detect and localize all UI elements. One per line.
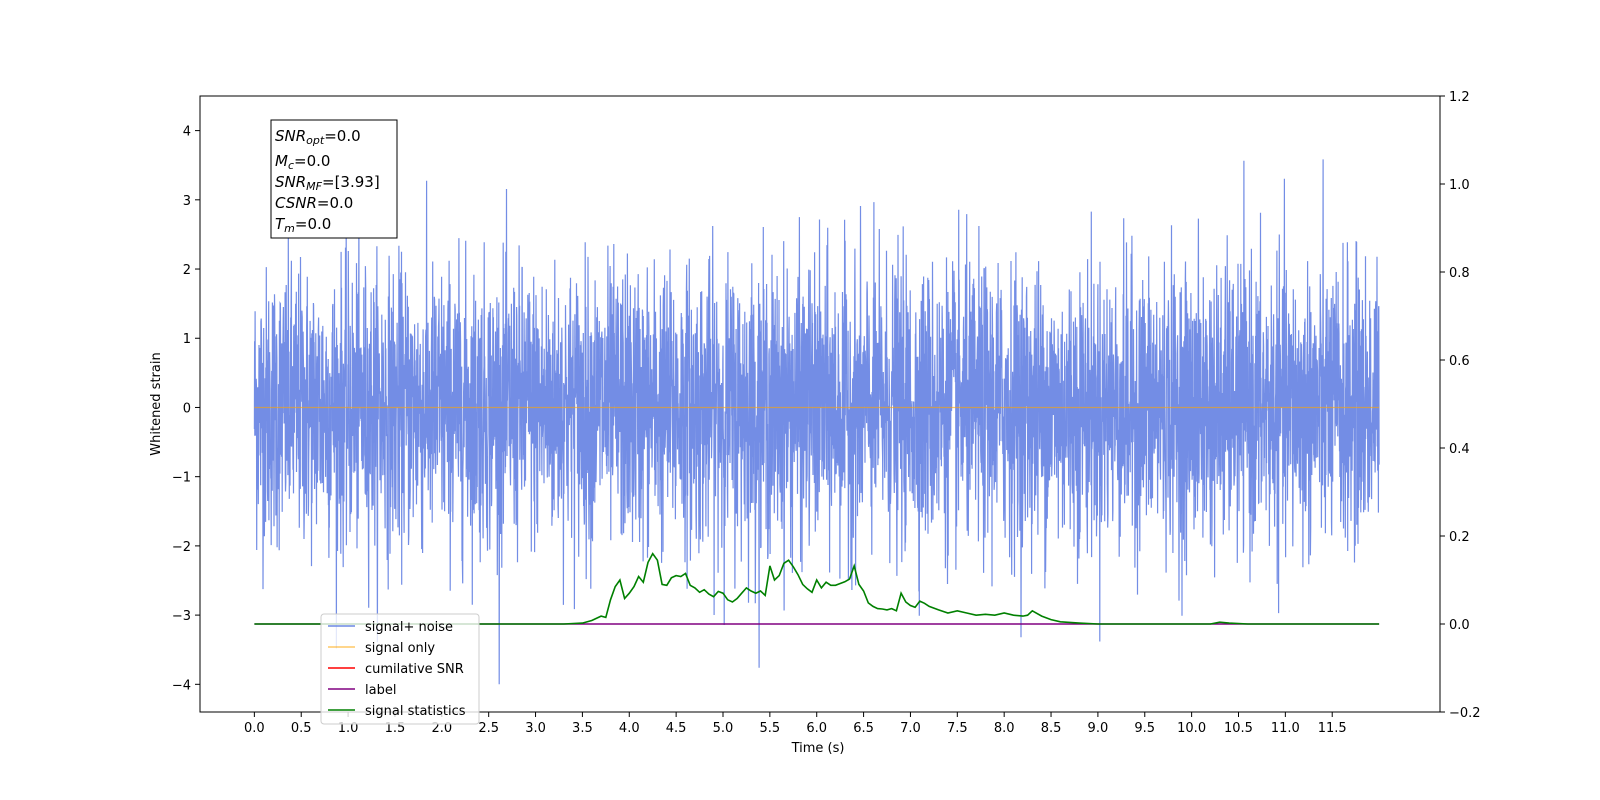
x-tick-label: 1.0 (338, 721, 359, 736)
y-tick-label: 2 (183, 263, 191, 278)
x-tick-label: 0.0 (244, 721, 265, 736)
y-tick-label: 1 (183, 332, 191, 347)
annotation-snr-opt: SNRopt=0.0 (275, 127, 361, 147)
y-axis-left: 4 3 2 1 0 −1 −2 −3 −4 (172, 125, 200, 693)
x-tick-label: 7.0 (900, 721, 921, 736)
annotation-box: SNRopt=0.0 Mc=0.0 SNRMF=[3.93] CSNR=0.0 … (270, 119, 398, 239)
x-tick-label: 7.5 (947, 721, 968, 736)
y-tick-label: 0 (183, 401, 191, 416)
x-tick-label: 3.0 (525, 721, 546, 736)
x-tick-label: 6.5 (853, 721, 874, 736)
series-signal-noise (253, 159, 1380, 685)
x-tick-label: 9.0 (1088, 721, 1109, 736)
annotation-mc: Mc=0.0 (275, 152, 330, 172)
y2-tick-label: 0.6 (1449, 354, 1470, 369)
x-tick-label: 5.0 (713, 721, 734, 736)
x-tick-label: 10.0 (1177, 721, 1206, 736)
x-tick-label: 8.5 (1041, 721, 1062, 736)
x-tick-label: 4.0 (619, 721, 640, 736)
y2-tick-label: 1.2 (1449, 90, 1470, 105)
legend-entry-signal: signal only (365, 641, 435, 656)
y-axis-right: 1.2 1.0 0.8 0.6 0.4 0.2 0.0 −0.2 (1440, 90, 1481, 721)
y-tick-label: −2 (172, 540, 191, 555)
x-tick-label: 5.5 (760, 721, 781, 736)
legend-entry-stats: signal statistics (365, 704, 466, 719)
annotation-csnr: CSNR=0.0 (275, 194, 353, 212)
x-tick-label: 2.5 (478, 721, 499, 736)
x-tick-label: 4.5 (666, 721, 687, 736)
y-tick-label: −1 (172, 471, 191, 486)
x-tick-label: 2.0 (431, 721, 452, 736)
x-tick-label: 8.0 (994, 721, 1015, 736)
legend: signal+ noise signal only cumilative SNR… (320, 613, 480, 725)
y2-tick-label: 0.2 (1449, 530, 1470, 545)
y-tick-label: −4 (172, 678, 191, 693)
y-tick-label: 3 (183, 194, 191, 209)
x-tick-label: 11.0 (1271, 721, 1300, 736)
y2-tick-label: 1.0 (1449, 178, 1470, 193)
legend-entry-label: label (365, 683, 396, 698)
y2-tick-label: −0.2 (1449, 706, 1481, 721)
legend-entry-noise: signal+ noise (365, 620, 453, 635)
y-axis-label: Whitened strain (149, 352, 164, 455)
annotation-snr-mf: SNRMF=[3.93] (275, 173, 380, 193)
plot-frame (199, 95, 1441, 713)
y-tick-label: 4 (183, 125, 191, 140)
x-tick-label: 0.5 (291, 721, 312, 736)
series-signal-statistics (254, 552, 1380, 625)
y2-tick-label: 0.0 (1449, 618, 1470, 633)
legend-entry-snr: cumilative SNR (365, 662, 464, 677)
x-tick-label: 1.5 (385, 721, 406, 736)
x-tick-label: 10.5 (1224, 721, 1253, 736)
y-tick-label: −3 (172, 609, 191, 624)
x-axis-label: Time (s) (791, 741, 845, 756)
x-axis: 0.0 0.5 1.0 1.5 2.0 2.5 3.0 3.5 4.0 4.5 5.0 5.5 6.0 6… (244, 712, 1347, 736)
x-tick-label: 3.5 (572, 721, 593, 736)
y2-tick-label: 0.8 (1449, 266, 1470, 281)
x-tick-label: 9.5 (1134, 721, 1155, 736)
y2-tick-label: 0.4 (1449, 442, 1470, 457)
annotation-tm: Tm=0.0 (275, 215, 331, 235)
x-tick-label: 11.5 (1318, 721, 1347, 736)
x-tick-label: 6.0 (806, 721, 827, 736)
